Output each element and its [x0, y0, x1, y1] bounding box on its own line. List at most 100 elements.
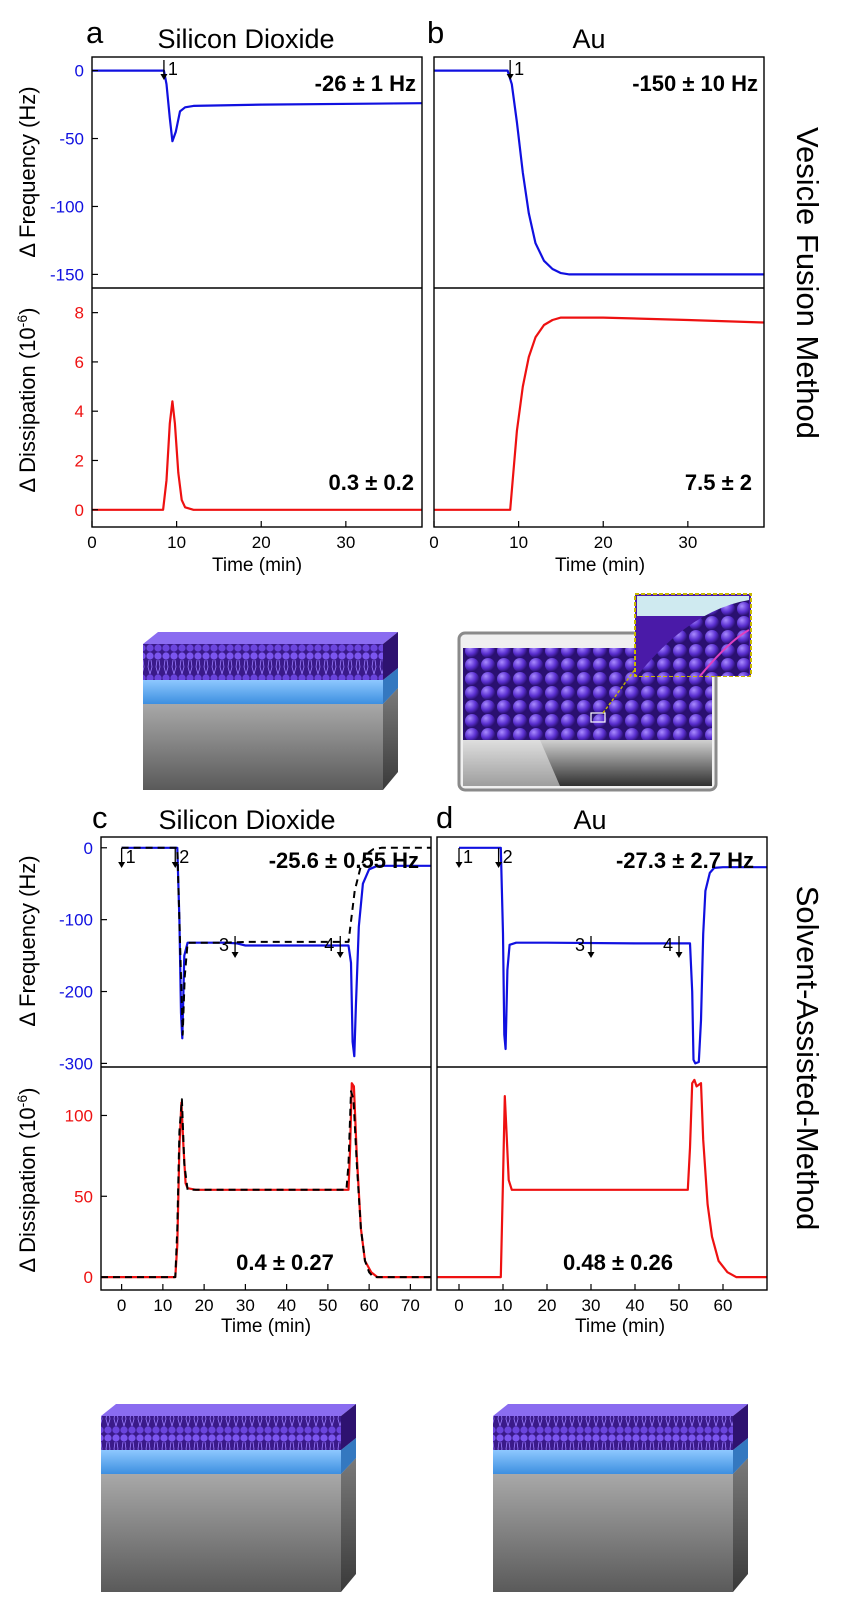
panel-a-diss-ytick-label: 4: [75, 402, 84, 421]
panel-a-letter: a: [86, 15, 104, 50]
panel-a-diss-ylabel: Δ Dissipation (10-6): [14, 308, 40, 493]
panel-d-diss-measured-line: [437, 1078, 767, 1279]
panel-b-xtick-label: 30: [678, 533, 697, 552]
panel-d-injection-arrowhead: [675, 952, 683, 958]
panel-b-injection-arrowhead: [506, 74, 514, 80]
panel-d-xtick-label: 50: [670, 1296, 689, 1315]
panel-d-injection-label: 3: [575, 935, 585, 955]
panel-c-freq-measured-line: [121, 846, 431, 1058]
panel-d-title: Au: [573, 805, 606, 835]
panel-a-diss-ytick-label: 6: [75, 353, 84, 372]
panel-c-freq-ytick-label: -200: [59, 983, 93, 1002]
panel-c-injection-arrowhead: [336, 952, 344, 958]
panel-c-frame: [100, 836, 432, 1291]
panel-d-injection-arrowhead: [495, 862, 503, 868]
panel-d-xtick-label: 20: [538, 1296, 557, 1315]
panel-c-injection-label: 3: [219, 935, 229, 955]
panel-c-diss-annotation: 0.4 ± 0.27: [236, 1250, 334, 1275]
bilayer-illustration-a: [143, 632, 398, 790]
panel-b-injection-label: 1: [514, 59, 524, 79]
vesicle-illustration-b: [457, 593, 752, 792]
panel-c-xtick-label: 0: [117, 1296, 126, 1315]
panel-a-freq-ytick-label: 0: [75, 62, 84, 81]
panel-c-freq-ytick-label: -100: [59, 911, 93, 930]
panel-c-xtick-label: 60: [360, 1296, 379, 1315]
panel-d-xtick-label: 10: [494, 1296, 513, 1315]
row-label-vesicle-fusion: Vesicle Fusion Method: [790, 127, 825, 439]
panel-a-xtick-label: 20: [252, 533, 271, 552]
bilayer-illustration-d: [493, 1404, 748, 1592]
panel-d-xtick-label: 0: [454, 1296, 463, 1315]
panel-b-diss-measured-line: [434, 316, 765, 511]
panel-c-diss-model-line: [101, 1090, 431, 1279]
panel-c-xtick-label: 40: [277, 1296, 296, 1315]
panel-d: d Au 1 2 3 4 0 10 20 30 40 50 60 -27.3 ± 2.7 Hz 0…: [436, 800, 768, 1337]
panel-a-freq-ytick-label: -150: [50, 265, 84, 284]
panel-c-xtick-label: 30: [236, 1296, 255, 1315]
panel-b-freq-annotation: -150 ± 10 Hz: [632, 71, 758, 96]
panel-c-xtick-label: 50: [318, 1296, 337, 1315]
panel-d-xlabel: Time (min): [575, 1316, 665, 1337]
panel-a-freq-measured-line: [92, 69, 423, 143]
panel-b-freq-plot: 1: [434, 59, 764, 276]
panel-d-freq-annotation: -27.3 ± 2.7 Hz: [616, 848, 754, 873]
panel-a-injection-label: 1: [168, 59, 178, 79]
row-label-solvent-assisted: Solvent-Assisted-Method: [790, 886, 825, 1231]
panel-c-diss-plot: 0 50 100 0 10 20 30 40 50 60 70: [65, 1082, 431, 1315]
panel-b-title: Au: [572, 24, 605, 54]
panel-a: a Silicon Dioxide 0 -50 -100 -150 1 0 2 4 6 8 0 10…: [14, 15, 423, 576]
panel-a-diss-ytick-label: 0: [75, 501, 84, 520]
panel-c-injection-label: 1: [126, 847, 136, 867]
panel-a-injection-arrowhead: [160, 74, 168, 80]
panel-a-freq-ytick-label: -100: [50, 197, 84, 216]
panel-d-letter: d: [436, 800, 453, 835]
panel-c-freq-plot: 0 -100 -200 -300 1 2 3 4: [59, 839, 431, 1073]
panel-c-freq-ytick-label: -300: [59, 1054, 93, 1073]
panel-c-title: Silicon Dioxide: [158, 805, 335, 835]
panel-b-letter: b: [427, 15, 444, 50]
panel-d-xtick-label: 60: [714, 1296, 733, 1315]
panel-b-xtick-label: 20: [594, 533, 613, 552]
panel-c-diss-measured-line: [101, 1082, 431, 1279]
panel-c-injection-arrowhead: [118, 862, 126, 868]
panel-d-xtick-label: 40: [626, 1296, 645, 1315]
panel-c-injection-arrowhead: [231, 952, 239, 958]
panel-c-injection-label: 2: [179, 847, 189, 867]
panel-c-diss-ytick-label: 100: [65, 1106, 93, 1125]
bilayer-illustration-c: [101, 1404, 356, 1592]
panel-b-xtick-label: 10: [509, 533, 528, 552]
panel-c-diss-ylabel: Δ Dissipation (10-6): [14, 1088, 40, 1273]
panel-c: c Silicon Dioxide 0 -100 -200 -300 1 2 3 4 0 50 1…: [14, 800, 432, 1337]
panel-a-freq-annotation: -26 ± 1 Hz: [315, 71, 416, 96]
panel-d-injection-label: 4: [663, 935, 673, 955]
panel-a-xtick-label: 0: [87, 533, 96, 552]
panel-a-diss-plot: 0 2 4 6 8 0 10 20 30: [75, 304, 422, 552]
panel-c-freq-ylabel: Δ Frequency (Hz): [15, 855, 40, 1026]
panel-d-injection-label: 1: [463, 847, 473, 867]
panel-a-diss-ytick-label: 8: [75, 304, 84, 323]
panel-d-frame: [436, 836, 768, 1291]
panel-b-freq-measured-line: [434, 69, 764, 276]
panel-d-diss-annotation: 0.48 ± 0.26: [563, 1250, 673, 1275]
panel-d-freq-measured-line: [459, 846, 767, 1065]
panel-a-diss-measured-line: [92, 400, 422, 511]
panel-c-freq-ytick-label: 0: [84, 839, 93, 858]
panel-a-frame: [91, 56, 423, 528]
panel-b-xlabel: Time (min): [555, 555, 645, 576]
panel-a-diss-annotation: 0.3 ± 0.2: [329, 470, 414, 495]
panel-a-diss-ytick-label: 2: [75, 451, 84, 470]
panel-a-xtick-label: 10: [167, 533, 186, 552]
panel-d-diss-plot: 0 10 20 30 40 50 60: [437, 1078, 767, 1315]
panel-a-freq-plot: 0 -50 -100 -150 1: [50, 59, 423, 284]
panel-d-injection-arrowhead: [587, 952, 595, 958]
panel-a-xtick-label: 30: [336, 533, 355, 552]
panel-c-freq-annotation: -25.6 ± 0.55 Hz: [269, 848, 419, 873]
panel-c-xtick-label: 10: [153, 1296, 172, 1315]
panel-c-xtick-label: 70: [401, 1296, 420, 1315]
panel-c-injection-label: 4: [324, 935, 334, 955]
panel-c-xlabel: Time (min): [221, 1316, 311, 1337]
panel-c-freq-model-line: [121, 846, 431, 1036]
panel-d-injection-arrowhead: [455, 862, 463, 868]
panel-b-diss-plot: 0 10 20 30: [429, 316, 765, 552]
